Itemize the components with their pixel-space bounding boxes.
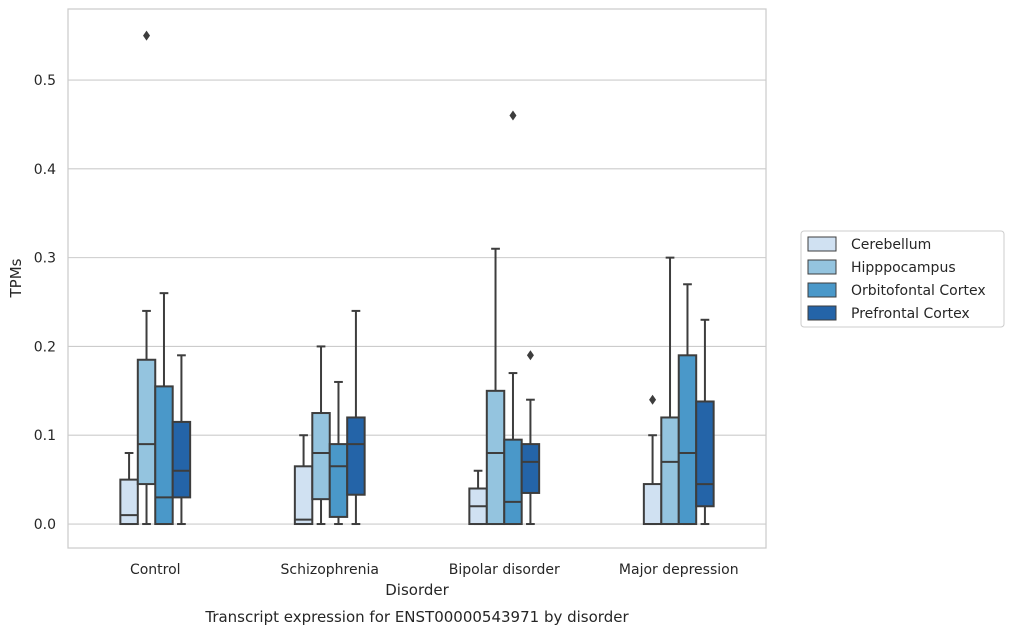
- box-1-2: [328, 380, 349, 526]
- box-iqr: [311, 412, 331, 501]
- y-tick-label: 0.3: [34, 251, 56, 267]
- box-2-1: [485, 247, 506, 526]
- outlier-point: [526, 350, 534, 361]
- legend-swatch: [807, 282, 837, 298]
- box-iqr: [328, 443, 349, 518]
- y-tick-label: 0.2: [34, 339, 56, 355]
- box-0-1: [136, 30, 157, 526]
- legend-frame: [800, 230, 1005, 328]
- box-3-0: [642, 394, 663, 526]
- box-iqr: [503, 438, 523, 526]
- box-1-1: [311, 345, 331, 526]
- box-1-3: [346, 309, 366, 526]
- y-tick-label: 0.0: [34, 517, 56, 533]
- legend-label: Cerebellum: [851, 237, 931, 253]
- box-iqr: [520, 443, 541, 494]
- legend-label: Prefrontal Cortex: [851, 306, 970, 322]
- y-tick-labels: 0.0 0.1 0.2 0.3 0.4 0.5: [34, 73, 56, 533]
- box-iqr: [695, 400, 715, 508]
- outlier-point: [143, 30, 151, 41]
- x-tick-label: Schizophrenia: [281, 562, 379, 578]
- outlier-point: [509, 110, 517, 121]
- x-tick-label: Control: [130, 562, 181, 578]
- box-iqr: [136, 358, 157, 486]
- legend-swatch: [807, 236, 837, 252]
- legend: Cerebellum Hipppocampus Orbitofontal Corte…: [800, 230, 1005, 328]
- x-axis-label: Disorder: [385, 581, 449, 599]
- x-tick-labels: Control Schizophrenia Bipolar disorder Majo…: [130, 562, 739, 578]
- y-axis-label: TPMs: [7, 258, 25, 298]
- chart-caption: Transcript expression for ENST0000054397…: [204, 608, 629, 626]
- box-iqr: [154, 385, 174, 526]
- box-0-2: [154, 292, 174, 526]
- outlier-point: [649, 394, 657, 405]
- legend-label: Hipppocampus: [851, 260, 956, 276]
- box-3-1: [660, 256, 680, 526]
- box-iqr: [642, 483, 663, 526]
- plot-frame: [67, 8, 767, 549]
- legend-label: Orbitofontal Cortex: [851, 283, 986, 299]
- box-2-2: [503, 110, 523, 526]
- box-3-2: [677, 283, 698, 526]
- legend-swatch: [807, 259, 837, 275]
- box-3-3: [695, 318, 715, 526]
- y-tick-label: 0.1: [34, 428, 56, 444]
- box-iqr: [485, 389, 506, 526]
- box-iqr: [346, 416, 366, 496]
- box-0-0: [119, 451, 139, 526]
- y-tick-label: 0.4: [34, 162, 56, 178]
- box-iqr: [660, 416, 680, 526]
- y-tick-label: 0.5: [34, 73, 56, 89]
- box-groups: [119, 30, 715, 526]
- box-0-3: [171, 354, 192, 526]
- box-iqr: [119, 478, 139, 526]
- legend-swatch: [807, 305, 837, 321]
- x-tick-label: Major depression: [619, 562, 739, 578]
- box-iqr: [677, 354, 698, 526]
- box-2-3: [520, 350, 541, 526]
- x-tick-label: Bipolar disorder: [449, 562, 560, 578]
- box-iqr: [293, 465, 314, 526]
- box-2-0: [468, 469, 488, 526]
- box-1-0: [293, 434, 314, 526]
- box-iqr: [171, 420, 192, 499]
